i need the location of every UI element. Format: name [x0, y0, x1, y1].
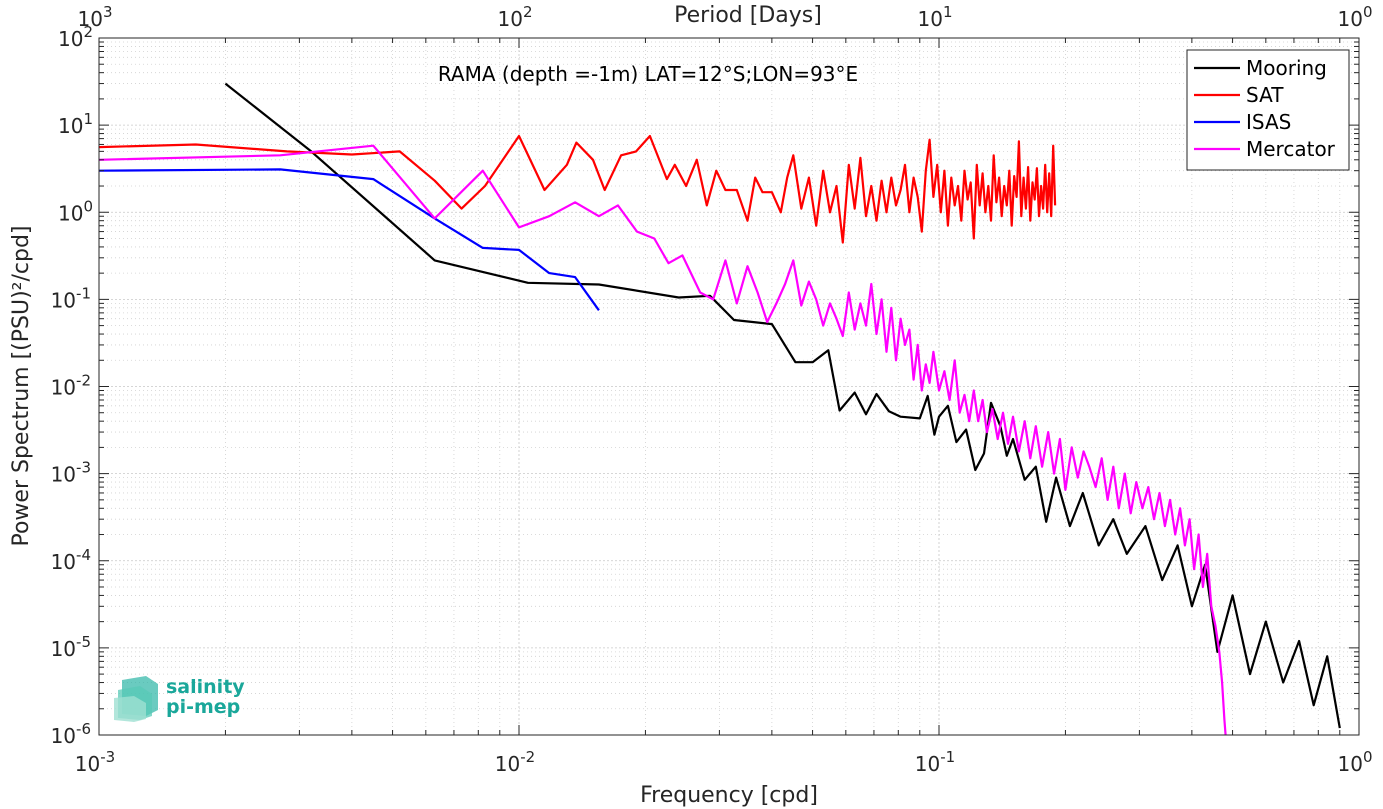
y-tick-label: 10-1 — [51, 284, 91, 312]
x-tick-label: 10-1 — [915, 748, 955, 776]
x-axis-label: Frequency [cpd] — [640, 783, 818, 808]
series-line-sat — [99, 134, 1057, 244]
y-tick-label: 100 — [58, 197, 93, 225]
y-tick-label: 101 — [58, 110, 93, 138]
y-tick-label: 102 — [58, 23, 93, 51]
y-tick-label: 10-4 — [51, 546, 91, 574]
legend-label-mooring: Mooring — [1246, 56, 1327, 80]
legend-label-sat: SAT — [1246, 83, 1284, 107]
y-tick-label: 10-5 — [51, 633, 91, 661]
axis-ticks — [98, 37, 1360, 736]
y-tick-label: 10-6 — [51, 720, 91, 748]
y-tick-label: 10-3 — [51, 459, 91, 487]
wave-logo-icon — [114, 676, 158, 722]
legend: Mooring SAT ISAS Mercator — [1186, 49, 1350, 171]
x-tick-label: 100 — [1338, 748, 1373, 776]
y-tick-label: 10-2 — [51, 372, 91, 400]
top-tick-label: 100 — [1338, 3, 1373, 31]
logo-text-pi-mep: pi-mep — [166, 696, 240, 718]
top-axis-label: Period [Days] — [674, 3, 822, 28]
legend-label-mercator: Mercator — [1246, 137, 1336, 161]
y-axis-label: Power Spectrum [(PSU)²/cpd] — [9, 225, 34, 546]
series-line-isas — [99, 168, 600, 311]
series-layer — [99, 82, 1341, 735]
legend-label-isas: ISAS — [1246, 110, 1291, 134]
top-tick-label: 103 — [78, 3, 113, 31]
logo-text-salinity: salinity — [166, 676, 245, 698]
x-tick-label: 10-2 — [495, 748, 535, 776]
series-line-mercator — [99, 144, 1227, 735]
top-tick-label: 101 — [918, 3, 953, 31]
x-tick-label: 10-3 — [75, 748, 115, 776]
top-tick-label: 102 — [498, 3, 533, 31]
salinity-pi-mep-logo: salinity pi-mep — [114, 676, 245, 722]
annotation-text: RAMA (depth =-1m) LAT=12°S;LON=93°E — [438, 62, 858, 86]
